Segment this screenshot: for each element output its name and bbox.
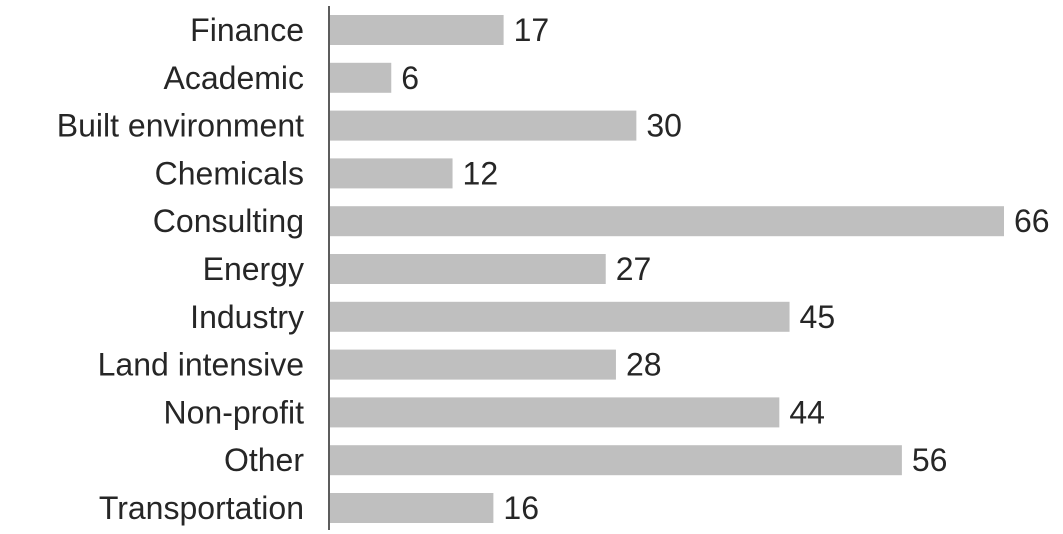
- bar-non-profit: [330, 397, 780, 428]
- labels-layer: Finance 17 Academic 6 Built environment 30 Che…: [57, 12, 1050, 526]
- value-label: 17: [514, 12, 550, 48]
- category-label: Finance: [190, 12, 304, 48]
- value-label: 6: [401, 60, 419, 96]
- category-label: Land intensive: [98, 347, 304, 383]
- category-label: Energy: [203, 251, 304, 287]
- category-label: Chemicals: [155, 155, 304, 191]
- bar-built-environment: [330, 110, 637, 141]
- value-label: 44: [789, 394, 825, 430]
- bar-consulting: [330, 206, 1004, 237]
- value-label: 66: [1014, 203, 1050, 239]
- bar-land-intensive: [330, 349, 616, 380]
- value-label: 12: [463, 155, 499, 191]
- category-label: Consulting: [153, 203, 304, 239]
- bars-layer: [330, 15, 1004, 523]
- bar-academic: [330, 62, 392, 93]
- category-label: Industry: [190, 299, 304, 335]
- value-label: 27: [616, 251, 652, 287]
- bar-finance: [330, 15, 504, 45]
- bar-energy: [330, 254, 606, 284]
- bar-chemicals: [330, 158, 453, 189]
- category-label: Transportation: [99, 490, 304, 526]
- value-label: 16: [503, 490, 539, 526]
- category-label: Academic: [164, 60, 305, 96]
- value-label: 28: [626, 347, 662, 383]
- value-label: 45: [800, 299, 836, 335]
- bar-transportation: [330, 493, 494, 523]
- bar-industry: [330, 301, 790, 332]
- category-label: Other: [224, 442, 304, 478]
- value-label: 30: [646, 108, 682, 144]
- value-label: 56: [912, 442, 948, 478]
- bar-other: [330, 445, 902, 476]
- category-label: Non-profit: [164, 394, 305, 430]
- category-label: Built environment: [57, 108, 304, 144]
